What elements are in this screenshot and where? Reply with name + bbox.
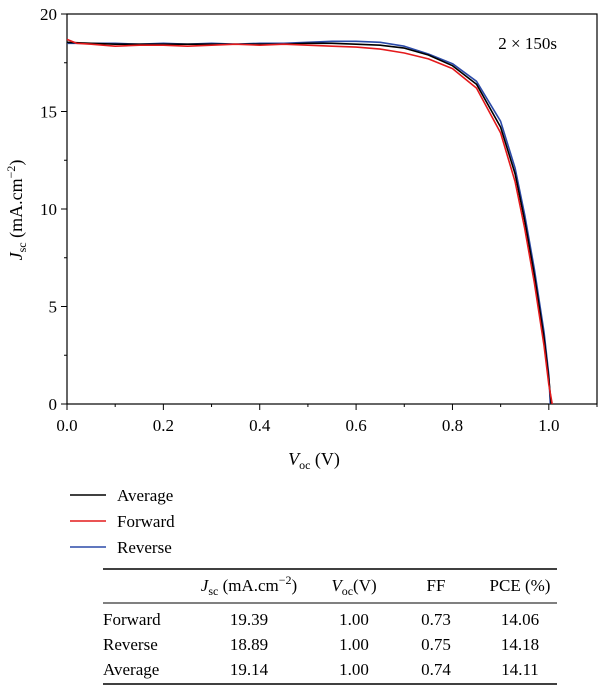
- ticks-group: 0.0 0.2 0.4 0.6 0.8 1.0 0 5 10 15 20: [40, 5, 598, 435]
- table-cell: 0.73: [421, 610, 451, 629]
- y-tick-label-1: 5: [49, 298, 58, 317]
- table-header-voc: Voc(V): [331, 576, 376, 598]
- annotation-label: 2 × 150s: [498, 34, 557, 53]
- y-tick-label-4: 20: [40, 5, 57, 24]
- legend-label-average: Average: [117, 486, 173, 505]
- x-tick-label-1: 0.2: [153, 416, 174, 435]
- table-cell: 14.18: [501, 635, 539, 654]
- series-line-reverse: [67, 40, 552, 405]
- series-group: [66, 38, 553, 405]
- x-tick-label-0: 0.0: [56, 416, 77, 435]
- x-tick-label-4: 0.8: [442, 416, 463, 435]
- table-row: Forward 19.39 1.00 0.73 14.06: [103, 610, 539, 629]
- series-line-average: [66, 41, 552, 405]
- table-header-jsc: Jsc (mA.cm−2): [201, 573, 297, 598]
- legend-label-reverse: Reverse: [117, 538, 172, 557]
- results-table: Jsc (mA.cm−2) Voc(V) FF PCE (%) Forward 1…: [103, 568, 557, 685]
- table-cell: 1.00: [339, 660, 369, 679]
- table-cell: 0.75: [421, 635, 451, 654]
- x-axis-label: Voc (V): [288, 449, 340, 472]
- table-rows: Forward 19.39 1.00 0.73 14.06 Reverse 18.89 1.0…: [103, 610, 539, 679]
- legend-label-forward: Forward: [117, 512, 175, 531]
- table-cell: 14.06: [501, 610, 539, 629]
- table-row-label: Average: [103, 660, 159, 679]
- table-row-label: Forward: [103, 610, 161, 629]
- table-cell: 1.00: [339, 635, 369, 654]
- table-header-ff: FF: [427, 576, 446, 595]
- legend: Average Forward Reverse: [70, 486, 175, 557]
- plot-frame-group: [66, 13, 598, 405]
- table-cell: 1.00: [339, 610, 369, 629]
- y-tick-label-0: 0: [49, 395, 58, 414]
- x-tick-label-3: 0.6: [345, 416, 366, 435]
- table-cell: 18.89: [230, 635, 268, 654]
- table-row: Average 19.14 1.00 0.74 14.11: [103, 660, 539, 679]
- table-header-pce: PCE (%): [490, 576, 551, 595]
- y-tick-label-3: 15: [40, 103, 57, 122]
- table-row-label: Reverse: [103, 635, 158, 654]
- table-cell: 14.11: [501, 660, 539, 679]
- series-line-forward: [66, 38, 553, 405]
- x-tick-label-2: 0.4: [249, 416, 271, 435]
- plot-frame: [66, 13, 598, 405]
- table-row: Reverse 18.89 1.00 0.75 14.18: [103, 635, 539, 654]
- y-tick-label-2: 10: [40, 200, 57, 219]
- y-axis-label: Jsc (mA.cm−2): [4, 160, 29, 261]
- table-cell: 19.14: [230, 660, 269, 679]
- x-tick-label-5: 1.0: [538, 416, 559, 435]
- table-cell: 0.74: [421, 660, 451, 679]
- table-cell: 19.39: [230, 610, 268, 629]
